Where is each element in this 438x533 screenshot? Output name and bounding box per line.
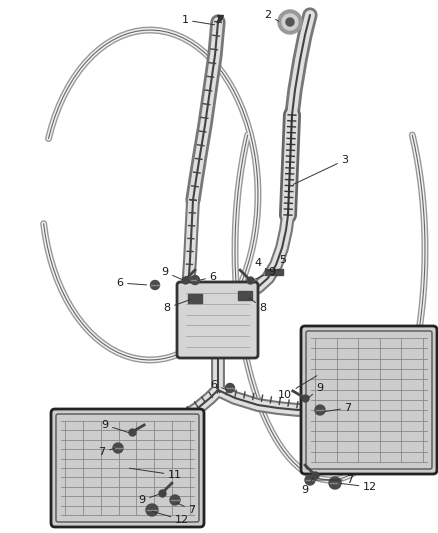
Text: 12: 12 <box>152 511 189 525</box>
Text: 9: 9 <box>301 478 313 495</box>
Text: 10: 10 <box>278 376 317 400</box>
Circle shape <box>113 443 123 453</box>
Text: 6: 6 <box>117 278 147 288</box>
Bar <box>188 294 202 303</box>
Text: 5: 5 <box>279 255 286 271</box>
Text: 9: 9 <box>138 495 159 505</box>
Text: 9: 9 <box>254 267 276 279</box>
Text: 8: 8 <box>249 298 267 313</box>
Text: 8: 8 <box>163 300 191 313</box>
Text: 7: 7 <box>176 503 195 515</box>
Circle shape <box>282 14 298 30</box>
Circle shape <box>286 18 294 26</box>
Circle shape <box>226 384 234 392</box>
Circle shape <box>278 10 302 34</box>
Circle shape <box>151 280 159 289</box>
Circle shape <box>329 477 341 489</box>
Text: 11: 11 <box>129 468 182 480</box>
Text: 2: 2 <box>265 10 279 21</box>
FancyBboxPatch shape <box>301 326 437 474</box>
Text: 6: 6 <box>211 380 227 390</box>
FancyBboxPatch shape <box>177 282 258 358</box>
Text: 6: 6 <box>198 272 216 282</box>
Text: 9: 9 <box>308 383 324 398</box>
Text: 9: 9 <box>102 420 129 433</box>
Text: 3: 3 <box>293 155 349 184</box>
Text: 1: 1 <box>181 15 215 25</box>
Circle shape <box>305 475 315 485</box>
Text: 7: 7 <box>313 475 353 485</box>
Text: 7: 7 <box>99 447 115 457</box>
Circle shape <box>146 504 158 516</box>
Bar <box>238 290 252 300</box>
Circle shape <box>191 276 199 285</box>
Text: 4: 4 <box>254 258 269 271</box>
Circle shape <box>170 495 180 505</box>
Text: 9: 9 <box>162 267 182 279</box>
Text: 7: 7 <box>323 403 352 413</box>
Text: 12: 12 <box>339 482 377 492</box>
Circle shape <box>315 405 325 415</box>
Bar <box>265 269 283 275</box>
FancyBboxPatch shape <box>51 409 204 527</box>
